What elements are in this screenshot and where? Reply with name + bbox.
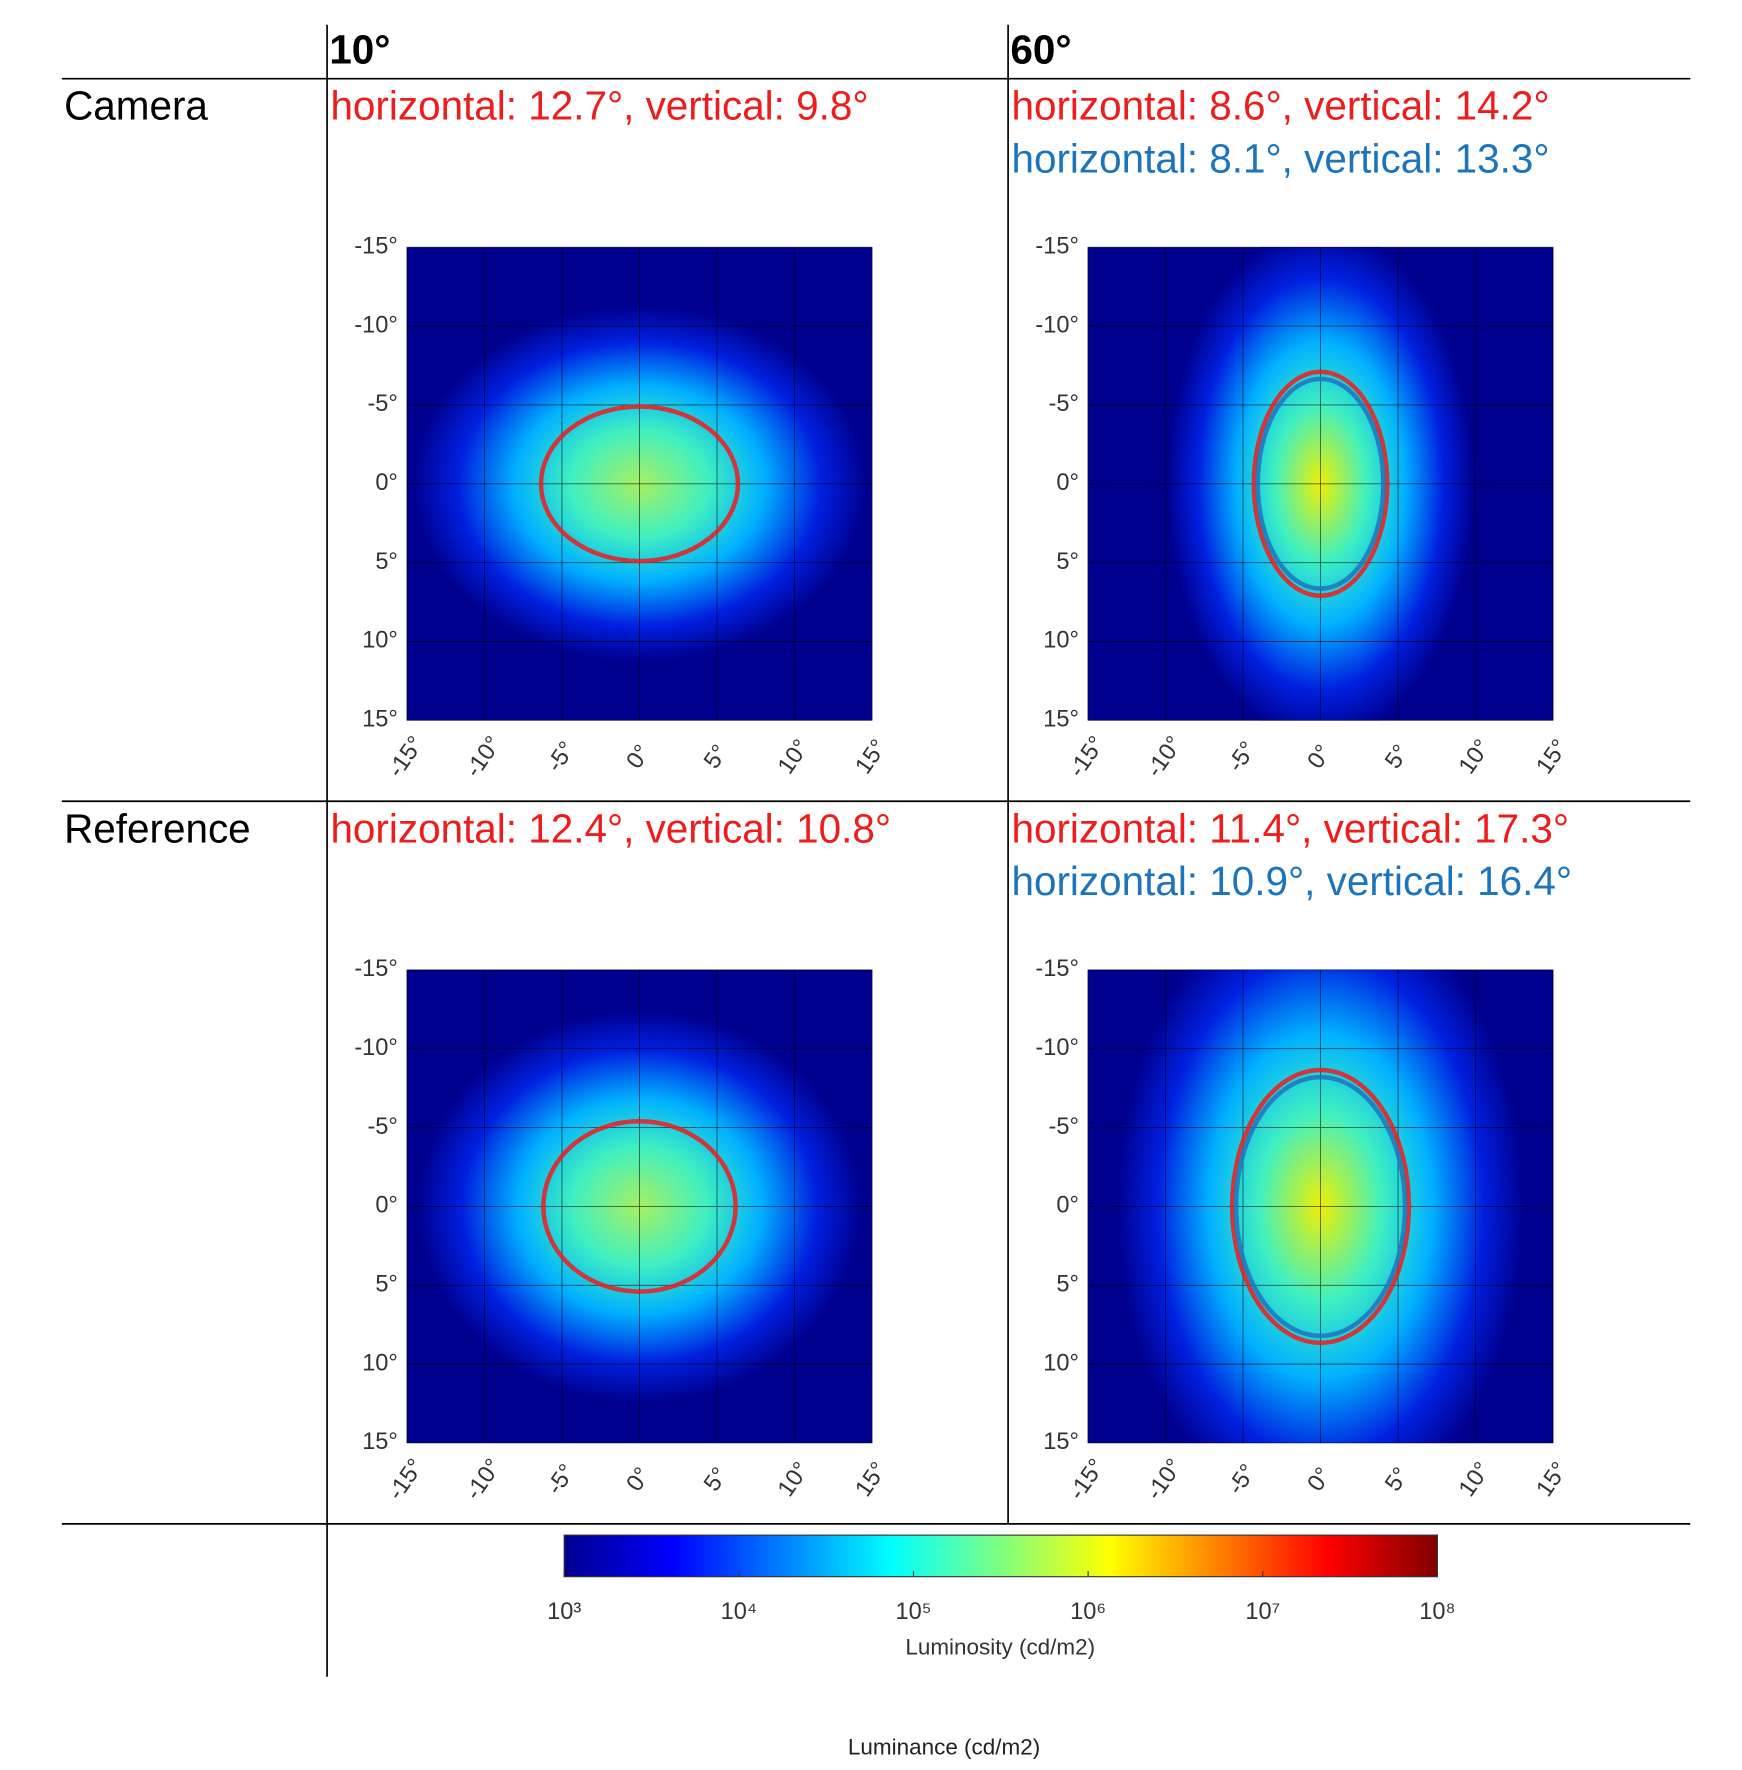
figure: 10° 60° Camera Reference Luminosity (cd/…	[0, 0, 1742, 1770]
y-tick-label: -10°	[1035, 312, 1079, 338]
x-tick-label: -15°	[1064, 732, 1110, 783]
y-tick-label: 0°	[1056, 1193, 1079, 1219]
annotation: horizontal: 11.4°, vertical: 17.3°	[1011, 805, 1569, 851]
colorbar-label: Luminosity (cd/m2)	[905, 1635, 1095, 1660]
y-tick-label: 0°	[375, 470, 398, 496]
row-label: Camera	[64, 83, 208, 129]
colorbar-tick-label: 10⁸	[1419, 1599, 1455, 1625]
y-tick-label: -10°	[354, 312, 398, 338]
x-tick-label: 5°	[1380, 1463, 1414, 1496]
x-tick-label: -5°	[542, 737, 581, 777]
y-tick-label: -15°	[1035, 956, 1079, 982]
y-tick-label: -5°	[1048, 1114, 1078, 1140]
x-tick-label: 5°	[699, 740, 733, 773]
y-tick-label: -15°	[1035, 233, 1079, 259]
y-tick-label: 10°	[1043, 628, 1079, 654]
column-header: 60°	[1010, 27, 1071, 73]
y-tick-label: 15°	[362, 1429, 398, 1455]
annotation: horizontal: 8.6°, vertical: 14.2°	[1011, 83, 1549, 129]
y-tick-label: -15°	[354, 233, 398, 259]
footer: Luminance (cd/m2)	[848, 1735, 1040, 1760]
y-tick-label: -5°	[367, 391, 397, 417]
x-tick-label: -10°	[461, 1454, 507, 1505]
x-tick-label: 15°	[1532, 735, 1574, 779]
y-tick-label: -5°	[367, 1114, 397, 1140]
y-tick-label: 5°	[1056, 1271, 1079, 1297]
x-tick-label: -15°	[383, 1454, 429, 1505]
x-tick-label: 5°	[1380, 740, 1414, 773]
y-tick-label: -5°	[1048, 391, 1078, 417]
x-tick-label: 0°	[1303, 740, 1337, 773]
y-tick-label: 5°	[375, 549, 398, 575]
y-tick-label: 10°	[362, 628, 398, 654]
annotation: horizontal: 10.9°, vertical: 16.4°	[1011, 858, 1572, 904]
y-tick-label: -10°	[1035, 1035, 1079, 1061]
y-tick-label: 15°	[362, 707, 398, 733]
y-tick-label: 15°	[1043, 1429, 1079, 1455]
row-label: Reference	[64, 805, 251, 851]
x-tick-label: 10°	[1454, 735, 1496, 779]
y-tick-label: 10°	[1043, 1350, 1079, 1376]
annotation: horizontal: 12.4°, vertical: 10.8°	[330, 805, 891, 851]
y-tick-label: 10°	[362, 1350, 398, 1376]
column-header: 10°	[329, 27, 390, 73]
colorbar-tick-label: 10⁶	[1070, 1599, 1106, 1625]
x-tick-label: 0°	[622, 1463, 656, 1496]
colorbar-tick-label: 10⁵	[895, 1599, 931, 1625]
y-tick-label: 0°	[375, 1193, 398, 1219]
x-tick-label: -10°	[1142, 732, 1188, 783]
x-tick-label: 5°	[699, 1463, 733, 1496]
x-tick-label: -5°	[542, 1460, 581, 1500]
x-tick-label: 10°	[773, 1458, 815, 1502]
y-tick-label: 5°	[375, 1271, 398, 1297]
y-tick-label: 15°	[1043, 707, 1079, 733]
x-tick-label: -5°	[1223, 1460, 1262, 1500]
x-tick-label: -15°	[1064, 1454, 1110, 1505]
colorbar-tick-label: 10⁷	[1245, 1599, 1280, 1625]
page: {"header": {"columns": ["10°", "60°"]}, …	[0, 0, 1742, 1770]
x-tick-label: 15°	[1532, 1458, 1574, 1502]
x-tick-label: -15°	[383, 732, 429, 783]
y-tick-label: -10°	[354, 1035, 398, 1061]
x-tick-label: 10°	[1454, 1458, 1496, 1502]
y-tick-label: -15°	[354, 956, 398, 982]
x-tick-label: 15°	[851, 735, 893, 779]
x-tick-label: 0°	[1303, 1463, 1337, 1496]
x-tick-label: 0°	[622, 740, 656, 773]
y-tick-label: 5°	[1056, 549, 1079, 575]
colorbar	[564, 1535, 1437, 1577]
x-tick-label: 15°	[851, 1458, 893, 1502]
x-tick-label: -5°	[1223, 737, 1262, 777]
x-tick-label: -10°	[461, 732, 507, 783]
annotation: horizontal: 12.7°, vertical: 9.8°	[330, 83, 868, 129]
x-tick-label: -10°	[1142, 1454, 1188, 1505]
y-tick-label: 0°	[1056, 470, 1079, 496]
colorbar-tick-label: 10⁴	[721, 1599, 757, 1625]
colorbar-tick-label: 10³	[547, 1599, 581, 1625]
annotation: horizontal: 8.1°, vertical: 13.3°	[1011, 136, 1549, 182]
x-tick-label: 10°	[773, 735, 815, 779]
